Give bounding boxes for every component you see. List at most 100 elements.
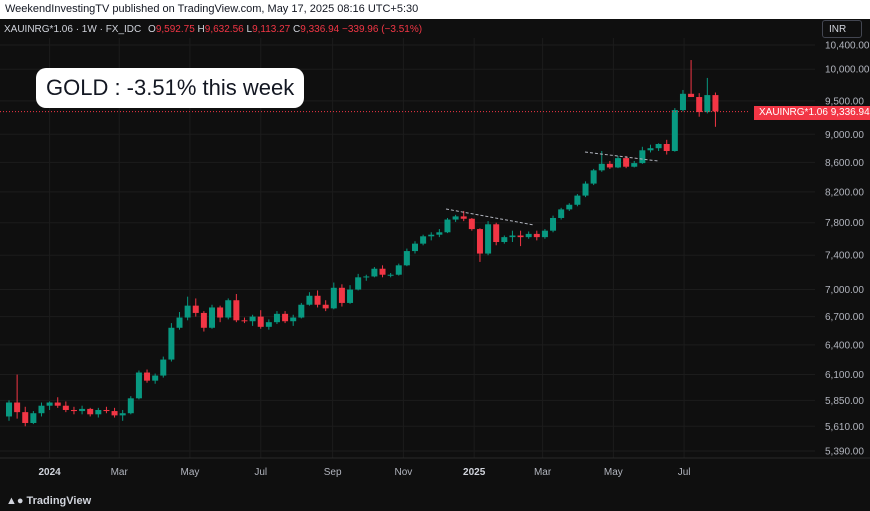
candle-body: [225, 300, 232, 318]
price-tick-label: 10,000.00: [825, 65, 870, 76]
candle-body: [54, 402, 61, 406]
publish-text: WeekendInvestingTV published on TradingV…: [5, 3, 419, 15]
candle-body: [428, 234, 435, 237]
price-tick-label: 10,400.00: [825, 41, 870, 52]
candle-body: [217, 307, 224, 318]
price-tick-label: 9,500.00: [825, 96, 864, 107]
last-price-tag: XAUINRG*1.06 9,336.94: [754, 106, 870, 120]
time-tick-label: Jul: [678, 467, 691, 478]
candle-body: [322, 304, 329, 309]
candle-body: [647, 148, 654, 151]
candle-body: [209, 307, 215, 328]
candle-body: [241, 320, 248, 322]
trendline-2: [584, 151, 659, 162]
candle-body: [144, 372, 151, 381]
high-value: 9,632.56: [204, 24, 244, 35]
candle-body: [598, 163, 605, 171]
candle-body: [257, 316, 264, 327]
candle-body: [452, 216, 459, 220]
candle-body: [550, 217, 557, 231]
candle-body: [95, 409, 102, 415]
candle-body: [371, 268, 378, 277]
candle-body: [30, 413, 37, 423]
time-tick-label: May: [181, 467, 200, 478]
candle-body: [688, 93, 695, 98]
candle-body: [62, 405, 69, 410]
open-value: 9,592.75: [155, 24, 195, 35]
time-axis[interactable]: 2024 Mar May Jul Sep Nov 2025 Mar May Jul: [0, 457, 870, 478]
low-label: L: [246, 24, 253, 35]
candle-body: [501, 237, 508, 243]
candle-body: [663, 143, 670, 152]
candles: [6, 60, 719, 427]
candle-body: [282, 313, 289, 322]
candle-body: [420, 236, 427, 244]
candle-body: [38, 405, 45, 414]
candle-body: [460, 216, 467, 219]
close-label: C: [293, 24, 301, 35]
candle-body: [679, 93, 686, 111]
price-tick-label: 7,400.00: [825, 251, 864, 262]
candle-body: [696, 97, 703, 113]
candle-body: [509, 235, 516, 238]
candle-body: [574, 195, 581, 205]
candle-body: [533, 233, 540, 238]
candle-body: [46, 402, 53, 406]
candle-body: [249, 316, 256, 322]
symbol-info[interactable]: XAUINRG*1.06 · 1W · FX_IDC: [4, 24, 142, 35]
candle-body: [119, 413, 126, 416]
candle-body: [152, 375, 159, 381]
time-tick-label: Jul: [254, 467, 267, 478]
candle-body: [606, 163, 613, 168]
candle-body: [403, 251, 410, 266]
price-tick-label: 9,000.00: [825, 130, 864, 141]
symbol-legend: XAUINRG*1.06 · 1W · FX_IDC O9,592.75 H9,…: [4, 24, 422, 35]
candle-body: [111, 411, 118, 416]
candle-body: [306, 295, 313, 305]
candle-body: [176, 317, 183, 328]
price-tick-label: 5,610.00: [825, 422, 864, 433]
candle-body: [387, 274, 394, 276]
open-label: O: [148, 24, 156, 35]
time-tick-label: Mar: [111, 467, 129, 478]
close-value: 9,336.94: [300, 24, 340, 35]
candle-body: [14, 402, 21, 413]
candle-body: [347, 289, 354, 303]
candle-body: [363, 276, 370, 278]
price-tag-value: 9,336.94: [830, 107, 870, 118]
candle-body: [22, 412, 29, 423]
price-tick-label: 6,100.00: [825, 370, 864, 381]
candle-body: [70, 409, 77, 412]
candle-body: [485, 224, 492, 254]
price-tick-label: 5,390.00: [825, 447, 864, 458]
candle-body: [395, 265, 402, 275]
candlestick-chart[interactable]: 10,400.00 10,000.00 9,500.00 9,000.00 8,600.…: [0, 38, 870, 489]
candle-body: [639, 150, 646, 164]
grid: [0, 38, 815, 458]
currency-button[interactable]: INR: [822, 20, 862, 38]
low-value: 9,113.27: [252, 24, 291, 35]
price-tick-label: 6,400.00: [825, 340, 864, 351]
candle-body: [192, 305, 199, 313]
price-tick-label: 7,000.00: [825, 285, 864, 296]
price-tick-label: 5,850.00: [825, 396, 864, 407]
price-tag-symbol: XAUINRG*1.06: [759, 107, 828, 118]
footer-bar: [0, 489, 870, 511]
candle-body: [273, 313, 280, 323]
candle-body: [233, 300, 240, 321]
candle-body: [444, 219, 451, 233]
candle-body: [290, 317, 297, 322]
candle-body: [615, 158, 621, 168]
candle-body: [566, 204, 573, 210]
candle-body: [623, 158, 630, 167]
candle-body: [265, 322, 272, 327]
annotation-callout: GOLD : -3.51% this week: [36, 68, 305, 108]
change-value: −339.96 (−3.51%): [341, 24, 423, 35]
candle-body: [493, 224, 500, 243]
candle-body: [298, 304, 305, 318]
candle-body: [200, 312, 207, 328]
tradingview-logo[interactable]: ▲● TradingView: [6, 495, 91, 507]
candle-body: [517, 235, 524, 238]
candle-body: [525, 233, 532, 238]
time-tick-label: 2024: [38, 467, 61, 478]
